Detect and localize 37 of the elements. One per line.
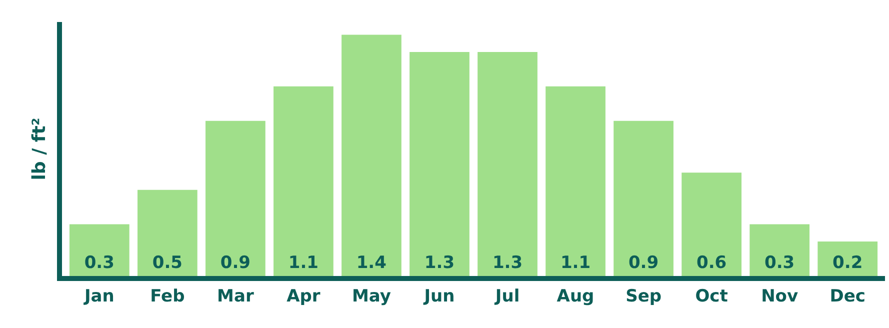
data-label: 1.1: [560, 253, 591, 273]
data-label: 0.3: [764, 253, 795, 273]
data-label: 0.5: [152, 253, 182, 273]
data-label: 1.4: [356, 253, 387, 273]
x-tick-label: Jun: [423, 286, 455, 306]
data-label: 0.3: [84, 253, 114, 273]
y-axis-title: lb / ft²: [29, 118, 50, 180]
x-tick-label: Oct: [695, 286, 728, 306]
bar: [206, 120, 266, 276]
bar: [69, 224, 130, 276]
x-tick-label: Sep: [626, 286, 662, 306]
bar: [546, 86, 606, 276]
bar: [342, 34, 402, 276]
x-tick-label: Jul: [494, 286, 520, 306]
bar: [274, 86, 334, 276]
x-tick-label: Nov: [761, 286, 798, 306]
bar: [410, 52, 470, 276]
x-tick-label: Aug: [556, 286, 594, 306]
bar: [818, 242, 878, 276]
bar: [614, 120, 674, 276]
bar: [478, 52, 538, 276]
bar: [682, 172, 742, 276]
x-tick-label: Jan: [83, 286, 114, 306]
data-label: 0.2: [832, 253, 863, 273]
data-label: 1.3: [424, 253, 455, 273]
data-label: 1.1: [288, 253, 319, 273]
x-tick-label: Mar: [217, 286, 254, 306]
x-tick-label: Feb: [150, 286, 185, 306]
data-label: 0.9: [628, 253, 659, 273]
x-tick-label: Dec: [830, 286, 866, 306]
data-label: 0.6: [696, 253, 727, 273]
x-tick-label: Apr: [286, 286, 321, 306]
data-label: 0.9: [220, 253, 251, 273]
bar: [750, 224, 810, 276]
bar: [138, 190, 198, 276]
data-label: 1.3: [492, 253, 523, 273]
x-tick-label: May: [352, 286, 391, 306]
